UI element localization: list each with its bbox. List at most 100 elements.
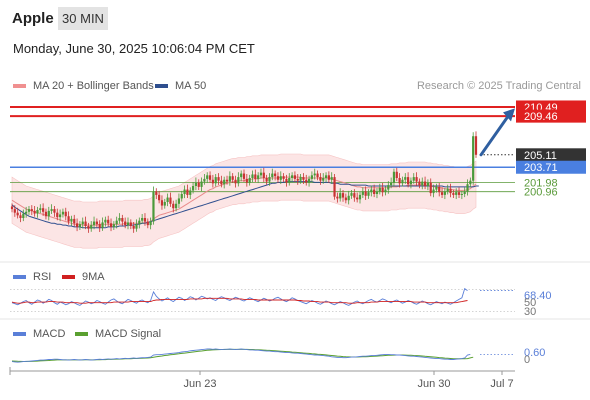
candle-body <box>364 191 367 196</box>
candle-body <box>415 177 418 182</box>
candle-body <box>197 182 200 187</box>
candle-body <box>214 177 217 184</box>
candle-body <box>118 218 121 221</box>
time-tick-label: Jul 7 <box>490 378 513 390</box>
macd-panel[interactable]: 0.600 <box>11 347 545 366</box>
candle-body <box>183 189 186 194</box>
candle-body <box>169 197 172 204</box>
candle-body <box>27 209 31 212</box>
candle-body <box>109 223 113 227</box>
candle-body <box>200 181 203 187</box>
candle-body <box>438 186 441 193</box>
level-badge-support <box>516 160 586 174</box>
candle-body <box>36 210 39 214</box>
interval-badge[interactable]: 30 MIN <box>58 7 108 30</box>
candle-body <box>172 203 175 209</box>
candle-body <box>319 177 322 181</box>
candle-body <box>392 171 396 183</box>
candle-body <box>406 177 410 185</box>
candle-body <box>223 179 226 185</box>
candle-body <box>186 189 189 195</box>
candle-body <box>191 186 195 191</box>
legend-rsi: RSI <box>13 271 51 283</box>
legend-ma20-label: MA 20 + Bollinger Bands <box>33 80 154 92</box>
candle-body <box>70 218 73 222</box>
legend-ma50: MA 50 <box>155 80 206 92</box>
candle-body <box>361 191 364 195</box>
candle-body <box>356 197 359 200</box>
candle-body <box>155 191 158 195</box>
candle-body <box>101 222 104 228</box>
legend-macd-signal-swatch <box>75 332 88 336</box>
candle-body <box>95 221 98 225</box>
candle-body <box>324 175 328 178</box>
candle-body <box>344 197 347 201</box>
candle-body <box>237 177 240 184</box>
candle-body <box>245 178 248 183</box>
candle-body <box>333 177 336 197</box>
rsi-level-label: 68.40 <box>524 290 552 302</box>
candle-body <box>330 177 333 180</box>
level-label-last-price: 205.11 <box>524 150 557 162</box>
candle-body <box>132 226 135 229</box>
candle-body <box>290 175 294 178</box>
candle-body <box>271 173 274 178</box>
candle-body <box>251 174 254 178</box>
candle-body <box>158 194 161 201</box>
candle-body <box>375 191 379 194</box>
candle-body <box>10 206 14 210</box>
candle-body <box>67 216 70 222</box>
candle-body <box>112 224 115 227</box>
candle-body <box>73 218 76 224</box>
legend-ma20-swatch <box>13 84 26 88</box>
level-label-support-minor: 201.98 <box>524 178 558 190</box>
candle-body <box>446 188 449 192</box>
candle-body <box>259 172 263 176</box>
candle-body <box>143 218 147 222</box>
symbol-title: Apple <box>12 10 54 27</box>
candle-body <box>206 175 209 179</box>
candle-body <box>44 211 48 217</box>
candle-body <box>149 221 152 226</box>
candle-body <box>13 209 16 213</box>
legend-rsi-label: RSI <box>33 271 52 283</box>
candle-body <box>231 176 234 180</box>
candle-body <box>358 194 362 200</box>
candle-body <box>47 210 50 217</box>
candle-body <box>370 189 373 193</box>
level-label-support-minor: 200.96 <box>524 187 558 199</box>
candle-body <box>285 178 288 183</box>
candle-body <box>160 200 164 206</box>
candle-body <box>347 195 350 201</box>
candle-body <box>39 208 42 210</box>
candle-body <box>16 212 19 216</box>
candle-body <box>409 180 413 185</box>
macd-level-label: 0 <box>524 354 530 366</box>
candle-body <box>316 173 319 178</box>
candle-body <box>336 196 339 199</box>
candle-body <box>19 215 22 218</box>
candle-body <box>472 136 475 181</box>
candle-body <box>25 211 28 214</box>
candle-body <box>240 173 243 178</box>
candle-body <box>452 193 455 195</box>
candle-body <box>75 223 79 227</box>
candle-body <box>42 208 45 212</box>
candle-body <box>64 211 67 217</box>
legend-rsi-swatch <box>13 275 26 279</box>
candle-body <box>440 192 444 195</box>
candle-body <box>141 218 144 221</box>
candle-body <box>412 177 415 181</box>
legend-macd-signal-label: MACD Signal <box>95 328 162 340</box>
candle-body <box>30 209 33 211</box>
candle-body <box>84 221 87 226</box>
candle-body <box>152 191 155 222</box>
candle-body <box>78 224 82 227</box>
candle-body <box>322 178 325 181</box>
legend-rsi-ma-swatch <box>62 275 75 279</box>
candle-body <box>398 178 401 184</box>
legend-rsi-ma: 9MA <box>62 271 105 283</box>
